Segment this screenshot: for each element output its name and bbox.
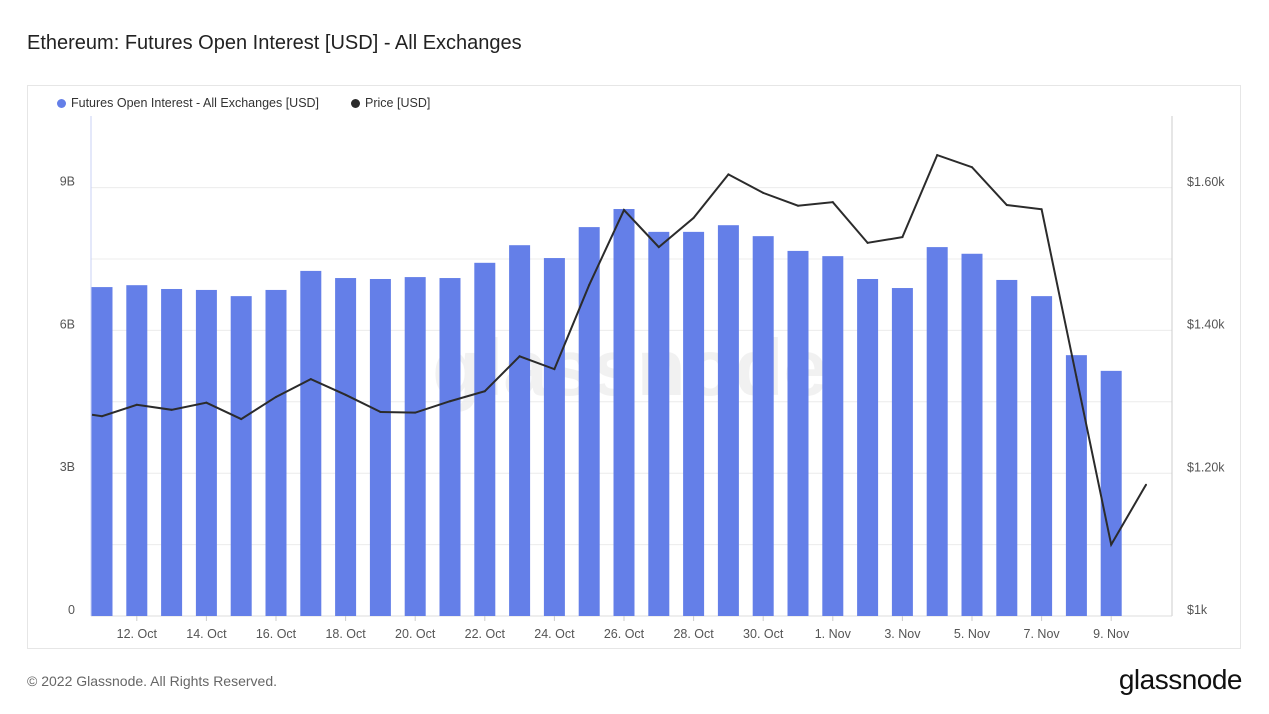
price-point-14-oct xyxy=(205,401,208,404)
x-tick-label: 22. Oct xyxy=(465,627,506,641)
bar-22-oct xyxy=(474,262,496,616)
price-line xyxy=(91,153,1147,548)
legend-item-price[interactable]: Price [USD] xyxy=(351,96,430,110)
legend-item-open-interest[interactable]: Futures Open Interest - All Exchanges [U… xyxy=(57,96,319,110)
bar-2-nov xyxy=(857,278,879,616)
price-point-26-oct xyxy=(623,209,625,212)
price-point-20-oct xyxy=(414,411,417,414)
price-point-18-oct xyxy=(344,393,347,396)
bar-31-oct xyxy=(787,250,809,616)
price-point-15-oct xyxy=(240,418,243,421)
price-point-9-nov xyxy=(1110,543,1113,546)
x-tick-label: 3. Nov xyxy=(884,627,921,641)
bar-24-oct xyxy=(543,258,565,616)
bar-8-nov xyxy=(1065,355,1087,616)
y-left-tick-label: 0 xyxy=(68,603,75,617)
legend-label: Price [USD] xyxy=(365,96,431,110)
y-right-tick-label: $1.40k xyxy=(1187,318,1225,332)
glassnode-logo: glassnode xyxy=(1118,664,1243,695)
x-tick-label: 5. Nov xyxy=(954,627,991,641)
price-point-11-oct xyxy=(101,415,103,418)
x-tick-label: 16. Oct xyxy=(256,627,297,641)
price-point-6-nov xyxy=(1005,204,1008,207)
price-point-7-nov xyxy=(1040,208,1043,211)
bar-18-oct xyxy=(335,278,357,616)
bar-16-oct xyxy=(265,289,287,616)
chart-card xyxy=(27,85,1241,649)
bar-4-nov xyxy=(926,247,948,616)
y-right-tick-label: $1k xyxy=(1187,603,1208,617)
price-point-29-oct xyxy=(727,173,730,176)
price-point-1-nov xyxy=(831,201,834,204)
price-point-10-nov xyxy=(1145,483,1147,486)
price-point-28-oct xyxy=(692,216,695,219)
x-tick-label: 28. Oct xyxy=(673,627,714,641)
x-tick-label: 24. Oct xyxy=(534,627,575,641)
x-tick-label: 14. Oct xyxy=(186,627,227,641)
price-point-13-oct xyxy=(170,408,173,411)
x-tick-label: 9. Nov xyxy=(1093,627,1130,641)
price-point-16-oct xyxy=(275,395,277,398)
y-left-tick-label: 9B xyxy=(60,175,75,189)
price-point-30-oct xyxy=(762,191,765,194)
y-left-tick-label: 6B xyxy=(60,317,75,331)
bar-23-oct xyxy=(509,245,531,617)
price-point-8-nov xyxy=(1075,375,1078,378)
bar-20-oct xyxy=(404,277,426,616)
price-point-24-oct xyxy=(553,368,556,371)
bar-5-nov xyxy=(961,253,983,617)
bar-15-oct xyxy=(230,296,252,616)
y-right-tick-label: $1.20k xyxy=(1187,460,1225,474)
bar-19-oct xyxy=(369,278,391,616)
bar-14-oct xyxy=(195,289,217,616)
legend-label: Futures Open Interest - All Exchanges [U… xyxy=(71,96,320,110)
price-point-3-nov xyxy=(901,236,904,239)
bar-11-oct xyxy=(91,287,113,616)
x-tick-label: 12. Oct xyxy=(117,627,158,641)
x-tick-label: 30. Oct xyxy=(743,627,784,641)
bar-13-oct xyxy=(161,288,183,616)
price-point-23-oct xyxy=(518,355,521,358)
price-point-25-oct xyxy=(588,283,591,286)
bar-28-oct xyxy=(683,231,705,617)
x-tick-label: 1. Nov xyxy=(815,627,852,641)
x-tick-label: 26. Oct xyxy=(604,627,645,641)
x-tick-label: 20. Oct xyxy=(395,627,436,641)
x-tick-label: 18. Oct xyxy=(325,627,366,641)
bar-3-nov xyxy=(891,288,913,616)
price-point-2-nov xyxy=(866,241,869,244)
legend-dot-icon xyxy=(57,98,66,108)
bar-21-oct xyxy=(439,278,461,616)
price-point-17-oct xyxy=(309,378,312,381)
bar-9-nov xyxy=(1100,370,1122,616)
bar-26-oct xyxy=(613,209,635,616)
copyright: © 2022 Glassnode. All Rights Reserved. xyxy=(27,673,278,689)
price-point-5-nov xyxy=(971,166,973,169)
bar-27-oct xyxy=(648,231,670,617)
legend-dot-icon xyxy=(351,98,361,108)
price-point-12-oct xyxy=(135,403,138,406)
x-tick-label: 7. Nov xyxy=(1024,627,1061,641)
bar-30-oct xyxy=(752,236,774,617)
bar-1-nov xyxy=(822,256,844,616)
bar-17-oct xyxy=(300,270,322,616)
bar-29-oct xyxy=(717,225,739,617)
price-point-31-oct xyxy=(797,204,799,207)
price-point-4-nov xyxy=(936,154,939,157)
bar-7-nov xyxy=(1031,296,1053,616)
bar-12-oct xyxy=(126,285,148,616)
price-point-27-oct xyxy=(657,246,660,249)
price-point-19-oct xyxy=(379,410,382,413)
price-point-21-oct xyxy=(449,400,451,403)
page-title: Ethereum: Futures Open Interest [USD] - … xyxy=(27,32,522,54)
bar-25-oct xyxy=(578,227,600,616)
price-point-22-oct xyxy=(483,390,486,393)
legend: Futures Open Interest - All Exchanges [U… xyxy=(57,96,430,110)
y-left-tick-label: 3B xyxy=(60,460,75,474)
bar-6-nov xyxy=(996,279,1018,616)
y-right-tick-label: $1.60k xyxy=(1187,175,1225,189)
